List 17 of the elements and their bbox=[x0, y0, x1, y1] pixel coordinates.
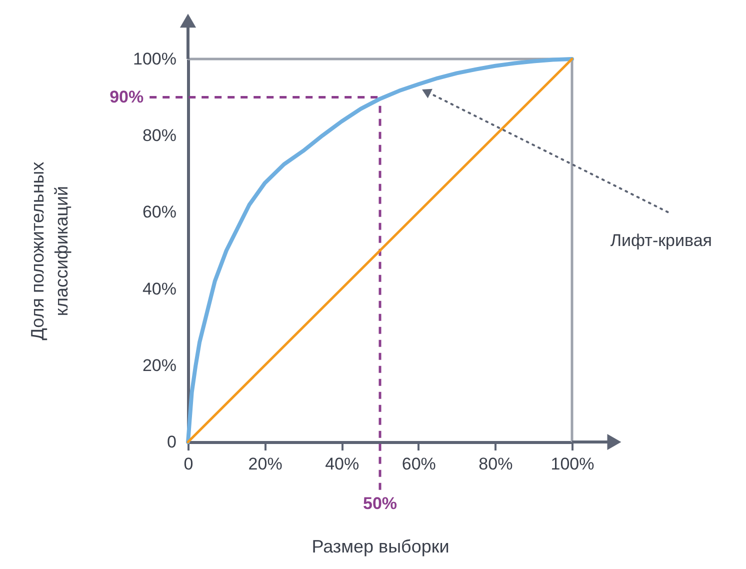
annotation: Лифт-кривая bbox=[610, 230, 712, 250]
y-tick-label: 0 bbox=[167, 432, 176, 452]
y-tick-label: 20% bbox=[142, 356, 176, 375]
ref-line-label: 90% bbox=[110, 87, 144, 106]
x-tick-label: 0 bbox=[184, 454, 194, 474]
x-tick-label: 100% bbox=[550, 454, 594, 474]
x-axis-title: Размер выборки bbox=[312, 536, 450, 556]
ref-line-label: 50% bbox=[362, 494, 398, 513]
y-tick-label: 40% bbox=[142, 279, 176, 298]
x-tick-label: 20% bbox=[248, 454, 282, 474]
x-tick-label: 60% bbox=[402, 454, 436, 474]
y-tick-label: 80% bbox=[142, 126, 176, 146]
y-tick-label: 100% bbox=[133, 50, 176, 68]
y-axis-title: Доля положительных классификаций bbox=[28, 162, 72, 340]
x-tick-label: 40% bbox=[325, 454, 360, 474]
y-tick-label: 60% bbox=[142, 202, 176, 222]
x-tick-label: 80% bbox=[478, 454, 513, 474]
